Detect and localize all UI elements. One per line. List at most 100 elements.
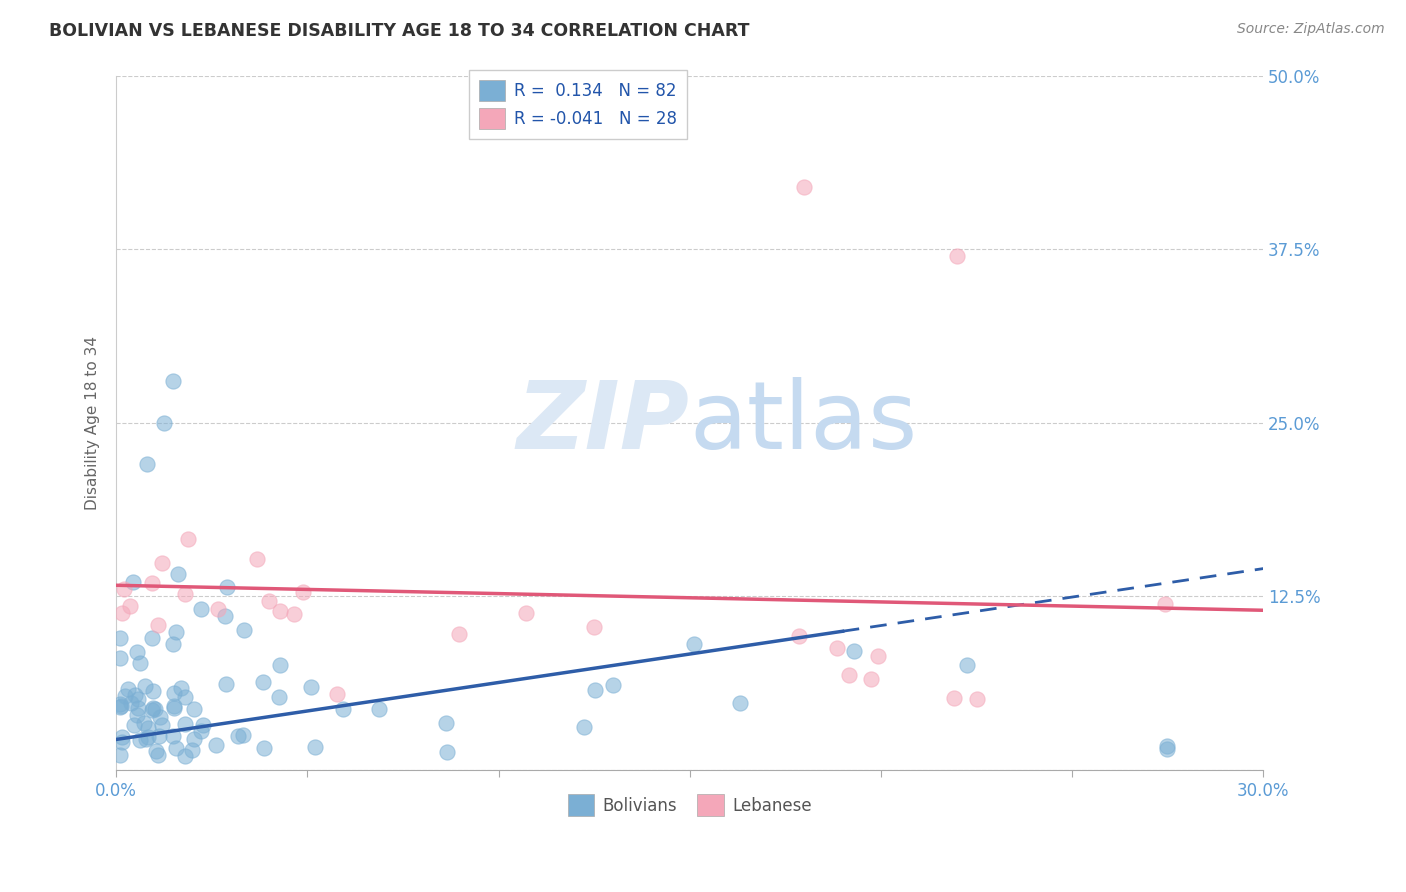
Point	[946, 249, 969, 263]
Point	[583, 682, 606, 697]
Point	[174, 717, 197, 731]
Text: Source: ZipAtlas.com: Source: ZipAtlas.com	[1237, 22, 1385, 37]
Point	[141, 631, 163, 645]
Point	[127, 701, 149, 715]
Point	[207, 602, 229, 616]
Point	[181, 743, 204, 757]
Point	[825, 641, 848, 656]
Point	[232, 623, 254, 637]
Point	[127, 708, 149, 723]
Point	[252, 741, 274, 756]
Point	[163, 701, 186, 715]
Point	[252, 675, 274, 690]
Point	[859, 673, 882, 687]
Point	[122, 575, 145, 590]
Text: atlas: atlas	[690, 376, 918, 469]
Point	[1156, 741, 1178, 756]
Legend: Bolivians, Lebanese: Bolivians, Lebanese	[560, 786, 820, 824]
Point	[134, 716, 156, 731]
Point	[436, 745, 458, 759]
Point	[190, 723, 212, 738]
Point	[232, 728, 254, 742]
Point	[150, 557, 173, 571]
Point	[138, 730, 160, 744]
Point	[215, 580, 238, 594]
Point	[135, 458, 157, 472]
Point	[108, 700, 131, 714]
Point	[135, 731, 157, 746]
Point	[283, 607, 305, 621]
Point	[163, 699, 186, 714]
Point	[165, 625, 187, 640]
Point	[257, 594, 280, 608]
Point	[108, 747, 131, 762]
Point	[117, 682, 139, 697]
Point	[108, 651, 131, 665]
Point	[447, 627, 470, 641]
Point	[966, 691, 988, 706]
Point	[793, 179, 815, 194]
Point	[149, 710, 172, 724]
Point	[162, 636, 184, 650]
Point	[582, 620, 605, 634]
Point	[1156, 739, 1178, 754]
Point	[129, 733, 152, 747]
Point	[844, 644, 866, 658]
Point	[838, 668, 860, 682]
Point	[367, 702, 389, 716]
Point	[143, 702, 166, 716]
Point	[114, 689, 136, 703]
Point	[162, 374, 184, 388]
Point	[148, 729, 170, 743]
Point	[146, 618, 169, 632]
Point	[141, 703, 163, 717]
Text: ZIP: ZIP	[517, 376, 690, 469]
Point	[165, 741, 187, 756]
Point	[269, 657, 291, 672]
Point	[112, 582, 135, 596]
Point	[148, 747, 170, 762]
Point	[173, 748, 195, 763]
Text: BOLIVIAN VS LEBANESE DISABILITY AGE 18 TO 34 CORRELATION CHART: BOLIVIAN VS LEBANESE DISABILITY AGE 18 T…	[49, 22, 749, 40]
Point	[301, 680, 323, 694]
Point	[204, 738, 226, 752]
Point	[163, 686, 186, 700]
Point	[110, 699, 132, 714]
Point	[434, 715, 457, 730]
Point	[111, 735, 134, 749]
Y-axis label: Disability Age 18 to 34: Disability Age 18 to 34	[86, 335, 100, 509]
Point	[174, 690, 197, 705]
Point	[683, 637, 706, 651]
Point	[120, 696, 142, 710]
Point	[228, 730, 250, 744]
Point	[214, 609, 236, 624]
Point	[332, 702, 354, 716]
Point	[215, 677, 238, 691]
Point	[183, 701, 205, 715]
Point	[1153, 597, 1175, 611]
Point	[191, 717, 214, 731]
Point	[153, 416, 176, 430]
Point	[173, 587, 195, 601]
Point	[124, 688, 146, 702]
Point	[325, 687, 347, 701]
Point	[150, 718, 173, 732]
Point	[572, 720, 595, 734]
Point	[866, 649, 889, 664]
Point	[108, 698, 131, 712]
Point	[170, 681, 193, 696]
Point	[291, 585, 314, 599]
Point	[269, 690, 291, 705]
Point	[602, 678, 624, 692]
Point	[190, 602, 212, 616]
Point	[128, 656, 150, 670]
Point	[125, 645, 148, 659]
Point	[145, 744, 167, 758]
Point	[787, 629, 810, 643]
Point	[176, 533, 198, 547]
Point	[134, 679, 156, 693]
Point	[942, 691, 965, 706]
Point	[515, 607, 537, 621]
Point	[122, 718, 145, 732]
Point	[142, 683, 165, 698]
